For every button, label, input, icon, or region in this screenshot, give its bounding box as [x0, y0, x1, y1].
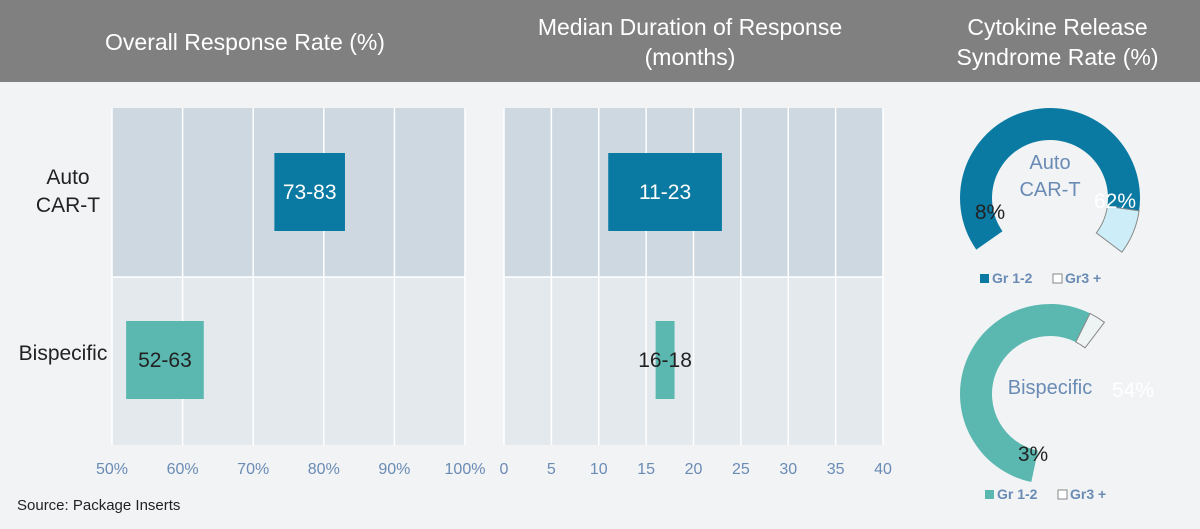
crs-title: Cytokine Release Syndrome Rate (%) [956, 14, 1159, 70]
dor-tick-label: 20 [685, 461, 703, 478]
crs-donut-auto-car-t: Auto CAR-T 62% 8% Gr 1-2 Gr3 + [960, 107, 1140, 286]
dor-tick-label: 40 [874, 461, 892, 478]
donut-center-label: CAR-T [1019, 179, 1080, 201]
header-bar: Overall Response Rate (%) Median Duratio… [0, 0, 1200, 82]
dor-tick-label: 5 [547, 461, 556, 478]
donut-slice-label-gr1-2: 54% [1112, 379, 1154, 402]
dor-tick-label: 30 [779, 461, 797, 478]
dor-tick-label: 25 [732, 461, 750, 478]
category-label-auto-line2: CAR-T [36, 194, 100, 217]
donut-slice-gr1-2 [960, 107, 1140, 250]
dor-bar-label: 11-23 [639, 181, 691, 204]
legend-label-gr3-plus: Gr3 + [1065, 270, 1101, 286]
orr-tick-label: 100% [445, 461, 486, 478]
dor-tick-label: 15 [637, 461, 655, 478]
orr-title: Overall Response Rate (%) [105, 29, 385, 55]
orr-tick-label: 70% [237, 461, 269, 478]
dor-title: Median Duration of Response (months) [537, 14, 843, 70]
orr-tick-label: 90% [378, 461, 410, 478]
legend-swatch-gr3-plus [1057, 489, 1068, 500]
donut-slice-gr3-plus [1095, 205, 1140, 253]
donut-center-label: Auto [1029, 152, 1070, 174]
legend-swatch-gr1-2 [985, 490, 994, 499]
orr-tick-label: 60% [167, 461, 199, 478]
legend-label-gr1-2: Gr 1-2 [992, 270, 1033, 286]
category-label-bispecific: Bispecific [19, 342, 108, 365]
donut-center-label: Bispecific [1008, 377, 1092, 399]
dor-bar-bispecific [655, 321, 675, 399]
crs-donut-bispecific: Bispecific 54% 3% Gr 1-2 Gr3 + [960, 303, 1154, 502]
donut-slice-gr1-2 [960, 303, 1091, 483]
orr-bar-bispecific [126, 321, 204, 399]
source-note: Source: Package Inserts [17, 497, 181, 514]
dor-tick-label: 10 [590, 461, 608, 478]
legend-swatch-gr1-2 [980, 274, 989, 283]
orr-bar-label: 52-63 [138, 349, 192, 372]
donut-slice-label-gr3-plus: 3% [1018, 443, 1048, 466]
legend-label-gr1-2: Gr 1-2 [997, 486, 1038, 502]
donut-slice-gr3-plus [1075, 312, 1106, 349]
donut-slice-label-gr1-2: 62% [1094, 190, 1136, 213]
dor-tick-label: 35 [827, 461, 845, 478]
category-label-auto-line1: Auto [46, 166, 89, 189]
dor-bar-label: 16-18 [638, 349, 692, 372]
orr-bar-label: 73-83 [283, 181, 337, 204]
orr-tick-label: 50% [96, 461, 128, 478]
legend-swatch-gr3-plus [1052, 273, 1063, 284]
donut-slice-label-gr3-plus: 8% [975, 201, 1005, 224]
orr-tick-label: 80% [308, 461, 340, 478]
dor-tick-label: 0 [500, 461, 509, 478]
orr-bar-auto-car-t [274, 153, 345, 231]
dor-bar-auto-car-t [608, 153, 722, 231]
legend-label-gr3-plus: Gr3 + [1070, 486, 1106, 502]
